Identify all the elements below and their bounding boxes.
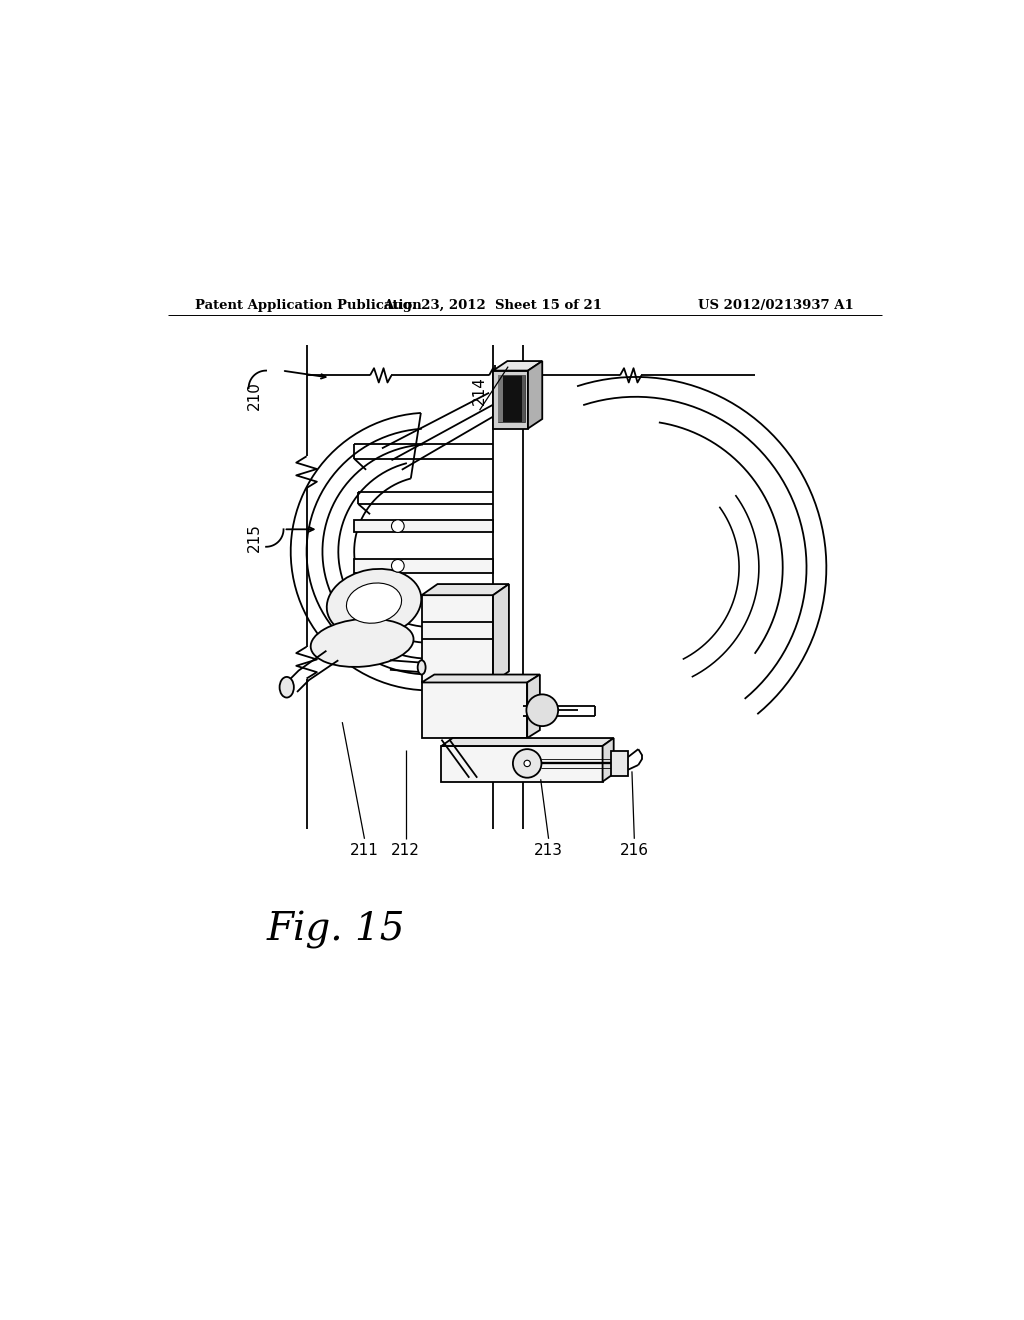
Polygon shape [422, 583, 509, 595]
Circle shape [391, 520, 404, 532]
Text: 210: 210 [247, 381, 262, 411]
Polygon shape [422, 675, 540, 682]
Ellipse shape [310, 619, 414, 667]
Text: Aug. 23, 2012  Sheet 15 of 21: Aug. 23, 2012 Sheet 15 of 21 [384, 300, 602, 312]
Polygon shape [354, 560, 494, 573]
Polygon shape [527, 675, 540, 738]
Polygon shape [494, 362, 543, 371]
Polygon shape [422, 595, 494, 682]
Polygon shape [610, 751, 628, 776]
Ellipse shape [327, 569, 421, 638]
Text: Patent Application Publication: Patent Application Publication [196, 300, 422, 312]
Ellipse shape [280, 677, 294, 697]
Text: 212: 212 [391, 842, 420, 858]
Polygon shape [441, 738, 613, 746]
Polygon shape [521, 375, 524, 422]
Circle shape [526, 694, 558, 726]
Polygon shape [441, 746, 602, 781]
Text: US 2012/0213937 A1: US 2012/0213937 A1 [698, 300, 854, 312]
Polygon shape [528, 362, 543, 429]
Circle shape [391, 560, 404, 572]
Text: 211: 211 [350, 842, 379, 858]
Polygon shape [602, 738, 613, 781]
Polygon shape [498, 375, 504, 422]
Circle shape [513, 750, 542, 777]
Polygon shape [354, 520, 494, 532]
Text: 213: 213 [535, 842, 563, 858]
Ellipse shape [346, 583, 401, 623]
Polygon shape [422, 682, 527, 738]
Text: 215: 215 [247, 523, 262, 552]
Text: Fig. 15: Fig. 15 [267, 911, 406, 949]
Polygon shape [494, 371, 528, 429]
Polygon shape [498, 375, 524, 422]
Text: 214: 214 [472, 376, 487, 405]
Text: 216: 216 [620, 842, 649, 858]
Ellipse shape [418, 660, 426, 675]
Circle shape [524, 760, 530, 767]
Polygon shape [494, 583, 509, 682]
